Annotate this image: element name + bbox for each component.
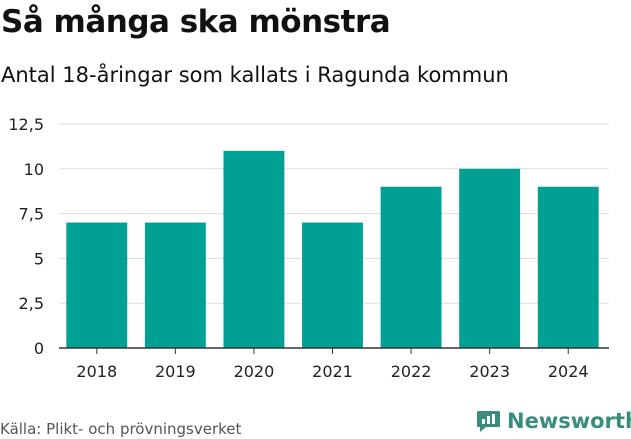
bar-2024 [537,186,599,348]
bar-2021 [302,222,363,348]
x-tick-label: 2019 [155,362,196,381]
y-tick-label: 10 [24,160,44,179]
source-note: Källa: Plikt- och prövningsverket [0,420,242,438]
x-tick-label: 2024 [548,362,589,381]
y-axis-tick-labels: 0 2,5 5 7,5 10 12,5 [8,115,44,358]
bar-2023 [459,168,521,348]
y-tick-label: 5 [34,249,44,268]
y-tick-label: 7,5 [19,205,44,224]
x-axis-tick-labels: 2018 2019 2020 2021 2022 2023 2024 [76,348,589,381]
x-tick-label: 2022 [391,362,432,381]
bar-2022 [380,186,442,348]
newsworthy-logo[interactable]: Newsworthy [476,408,631,433]
chart-subtitle: Antal 18-åringar som kallats i Ragunda k… [1,63,509,87]
bar-2019 [144,222,206,348]
newsworthy-logo-icon [477,411,500,432]
bars [66,150,599,348]
x-tick-label: 2021 [312,362,353,381]
x-tick-label: 2020 [234,362,275,381]
bar-2018 [66,222,128,348]
y-tick-label: 0 [34,339,44,358]
x-tick-label: 2023 [469,362,510,381]
y-tick-label: 12,5 [8,115,44,134]
brand-name: Newsworthy [507,408,631,433]
chart-title: Så många ska mönstra [1,4,391,40]
bar-2020 [223,150,285,348]
x-tick-label: 2018 [76,362,117,381]
y-tick-label: 2,5 [19,294,44,313]
